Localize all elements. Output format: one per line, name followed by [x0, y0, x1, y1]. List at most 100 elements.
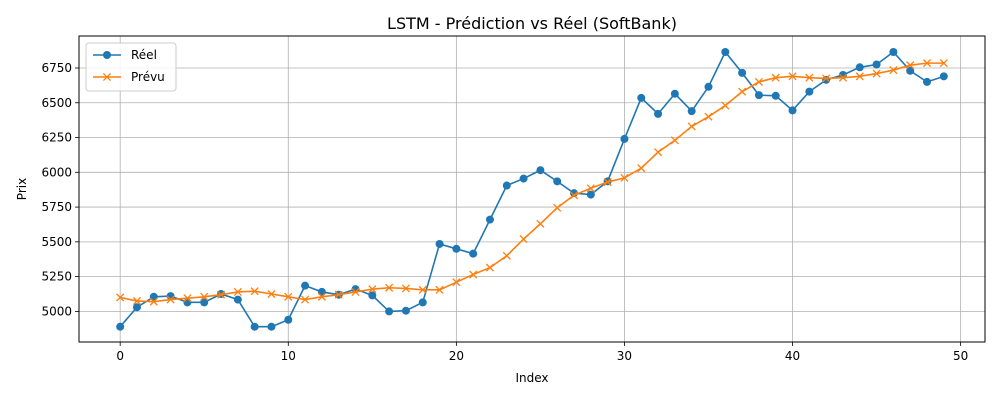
data-point: [284, 292, 293, 301]
data-point: [687, 107, 696, 116]
data-point: [822, 75, 831, 84]
data-point: [536, 219, 545, 228]
data-point: [301, 281, 310, 290]
data-point: [553, 177, 562, 186]
data-point: [771, 73, 780, 82]
data-point: [368, 291, 377, 300]
data-point: [368, 285, 377, 294]
plot-frame: [78, 35, 986, 343]
data-point: [855, 63, 864, 72]
data-point: [771, 91, 780, 100]
data-point: [923, 77, 932, 86]
data-point: [233, 295, 242, 304]
data-point: [250, 287, 259, 296]
series-line: [120, 62, 944, 303]
data-point: [906, 61, 915, 70]
data-point: [536, 166, 545, 175]
data-point: [805, 87, 814, 96]
x-tick-label: 50: [953, 349, 968, 363]
data-point: [872, 69, 881, 78]
series-layer: [116, 47, 948, 331]
data-point: [452, 244, 461, 253]
data-point: [620, 173, 629, 182]
legend-item: Prévu: [93, 70, 165, 84]
data-point: [553, 203, 562, 212]
data-point: [469, 249, 478, 258]
data-point: [334, 290, 343, 299]
data-point: [183, 294, 192, 303]
data-point: [754, 91, 763, 100]
data-point: [603, 177, 612, 187]
data-point: [233, 287, 242, 296]
data-point: [822, 74, 831, 83]
data-point: [805, 73, 814, 82]
x-tick-label: 40: [785, 349, 800, 363]
data-point: [301, 295, 310, 304]
data-point: [704, 112, 713, 121]
data-point: [637, 93, 646, 102]
data-point: [838, 73, 848, 82]
y-tick-label: 6000: [41, 165, 72, 179]
data-point: [485, 215, 494, 224]
data-point: [418, 285, 427, 294]
data-point: [939, 72, 948, 81]
data-point: [754, 77, 763, 86]
data-point: [250, 322, 259, 331]
data-point: [200, 292, 209, 301]
chart-title: LSTM - Prédiction vs Réel (SoftBank): [387, 14, 677, 33]
data-point: [166, 295, 175, 304]
y-tick-label: 5750: [41, 200, 72, 214]
legend-label: Réel: [131, 48, 157, 62]
y-tick-label: 5000: [41, 304, 72, 318]
data-point: [418, 298, 427, 307]
data-point: [385, 283, 394, 292]
legend-marker: [103, 51, 111, 59]
data-point: [200, 298, 209, 307]
data-point: [385, 307, 394, 316]
x-tick-label: 20: [449, 349, 464, 363]
data-point: [704, 82, 713, 91]
legend: Réel Prévu: [85, 42, 177, 92]
data-point: [149, 297, 158, 306]
data-point: [502, 251, 511, 260]
y-tick-label: 6250: [41, 131, 72, 145]
data-point: [738, 87, 747, 96]
data-point: [586, 184, 595, 193]
data-point: [670, 89, 679, 98]
x-tick-label: 30: [617, 349, 632, 363]
y-tick-label: 5250: [41, 270, 72, 284]
data-point: [267, 289, 276, 299]
data-point: [485, 263, 495, 272]
data-point: [183, 298, 192, 307]
legend-label: Prévu: [131, 70, 165, 84]
x-tick-label: 0: [116, 349, 124, 363]
data-point: [788, 106, 797, 115]
data-point: [502, 181, 511, 190]
data-point: [889, 66, 898, 75]
x-axis-label: Index: [515, 371, 548, 385]
data-point: [721, 101, 730, 110]
data-point: [317, 292, 326, 301]
data-point: [132, 303, 141, 312]
data-point: [116, 293, 125, 302]
grid: [79, 36, 985, 342]
data-point: [670, 136, 679, 145]
data-point: [620, 134, 629, 143]
data-point: [569, 191, 579, 200]
data-point: [872, 60, 881, 69]
data-point: [687, 122, 696, 131]
data-point: [452, 278, 461, 287]
data-point: [435, 239, 444, 248]
data-point: [401, 284, 410, 293]
data-point: [637, 164, 646, 173]
data-point: [435, 285, 444, 294]
data-point: [654, 148, 663, 157]
data-point: [922, 59, 932, 68]
x-tick-label: 10: [281, 349, 296, 363]
data-point: [738, 68, 747, 77]
data-point: [469, 270, 478, 279]
y-tick-label: 5500: [41, 235, 72, 249]
y-axis-label: Prix: [15, 178, 29, 200]
data-point: [654, 109, 663, 118]
